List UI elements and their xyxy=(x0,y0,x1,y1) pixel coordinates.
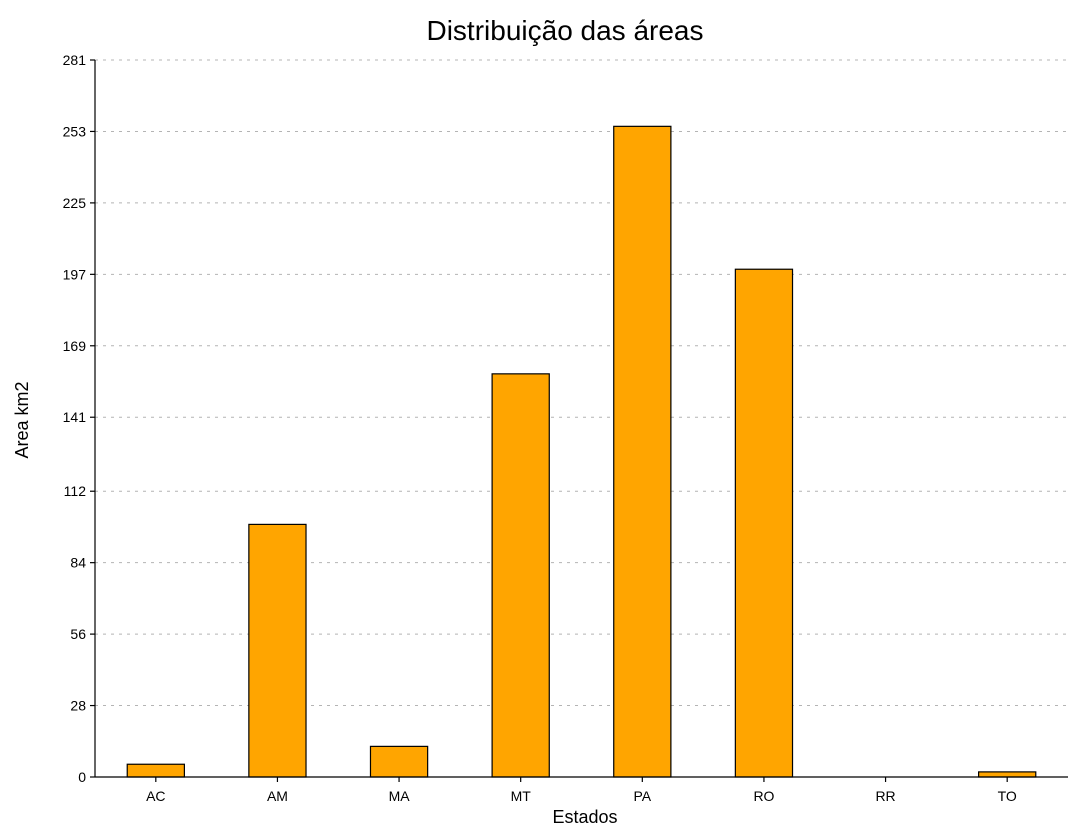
x-tick-label-rr: RR xyxy=(875,788,895,804)
y-axis-label: Area km2 xyxy=(12,381,32,458)
x-tick-labels: AC AM MA MT PA RO RR TO xyxy=(146,788,1017,804)
y-tick-label: 169 xyxy=(63,338,87,354)
y-tick-label: 141 xyxy=(63,409,87,425)
chart-title: Distribuição das áreas xyxy=(426,15,703,46)
x-tick-label-ro: RO xyxy=(753,788,774,804)
y-tick-label: 56 xyxy=(70,626,86,642)
bar-pa xyxy=(613,125,672,778)
x-tick-label-ac: AC xyxy=(146,788,165,804)
y-tick-label: 253 xyxy=(63,123,87,139)
y-tick-label: 225 xyxy=(63,195,87,211)
x-tick-label-mt: MT xyxy=(511,788,532,804)
x-tick-label-pa: PA xyxy=(633,788,651,804)
bar-ro xyxy=(734,268,794,778)
bar-am xyxy=(248,523,307,778)
bar-mt xyxy=(491,373,550,778)
x-tick-label-am: AM xyxy=(267,788,288,804)
y-tick-label: 112 xyxy=(64,483,87,499)
grid-lines xyxy=(95,59,1068,707)
bar-ma xyxy=(369,745,429,778)
y-tick-label: 0 xyxy=(78,769,86,785)
x-tick-label-ma: MA xyxy=(389,788,411,804)
y-tick-label: 28 xyxy=(70,698,86,714)
y-tick-label: 281 xyxy=(63,52,87,68)
bar-ac xyxy=(126,763,185,778)
x-tick-label-to: TO xyxy=(998,788,1017,804)
axes xyxy=(90,59,1068,782)
y-tick-label: 84 xyxy=(70,555,86,571)
bar-to xyxy=(978,771,1037,778)
bars xyxy=(126,125,1037,778)
y-tick-label: 197 xyxy=(63,266,87,282)
x-axis-label: Estados xyxy=(552,807,617,827)
y-tick-labels: 0 28 56 84 112 141 169 197 225 253 281 xyxy=(63,52,87,785)
